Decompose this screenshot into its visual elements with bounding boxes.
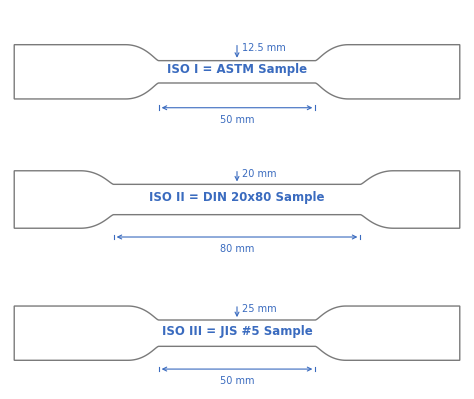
Text: 20 mm: 20 mm	[242, 169, 276, 179]
Polygon shape	[14, 171, 460, 228]
Text: 80 mm: 80 mm	[220, 244, 254, 254]
Text: 12.5 mm: 12.5 mm	[242, 43, 285, 53]
Polygon shape	[14, 306, 460, 360]
Text: 50 mm: 50 mm	[220, 376, 254, 386]
Text: ISO II = DIN 20x80 Sample: ISO II = DIN 20x80 Sample	[149, 191, 325, 204]
Polygon shape	[14, 45, 460, 99]
Text: 50 mm: 50 mm	[220, 115, 254, 125]
Text: ISO III = JIS #5 Sample: ISO III = JIS #5 Sample	[162, 325, 312, 338]
Text: ISO I = ASTM Sample: ISO I = ASTM Sample	[167, 63, 307, 76]
Text: 25 mm: 25 mm	[242, 304, 276, 314]
